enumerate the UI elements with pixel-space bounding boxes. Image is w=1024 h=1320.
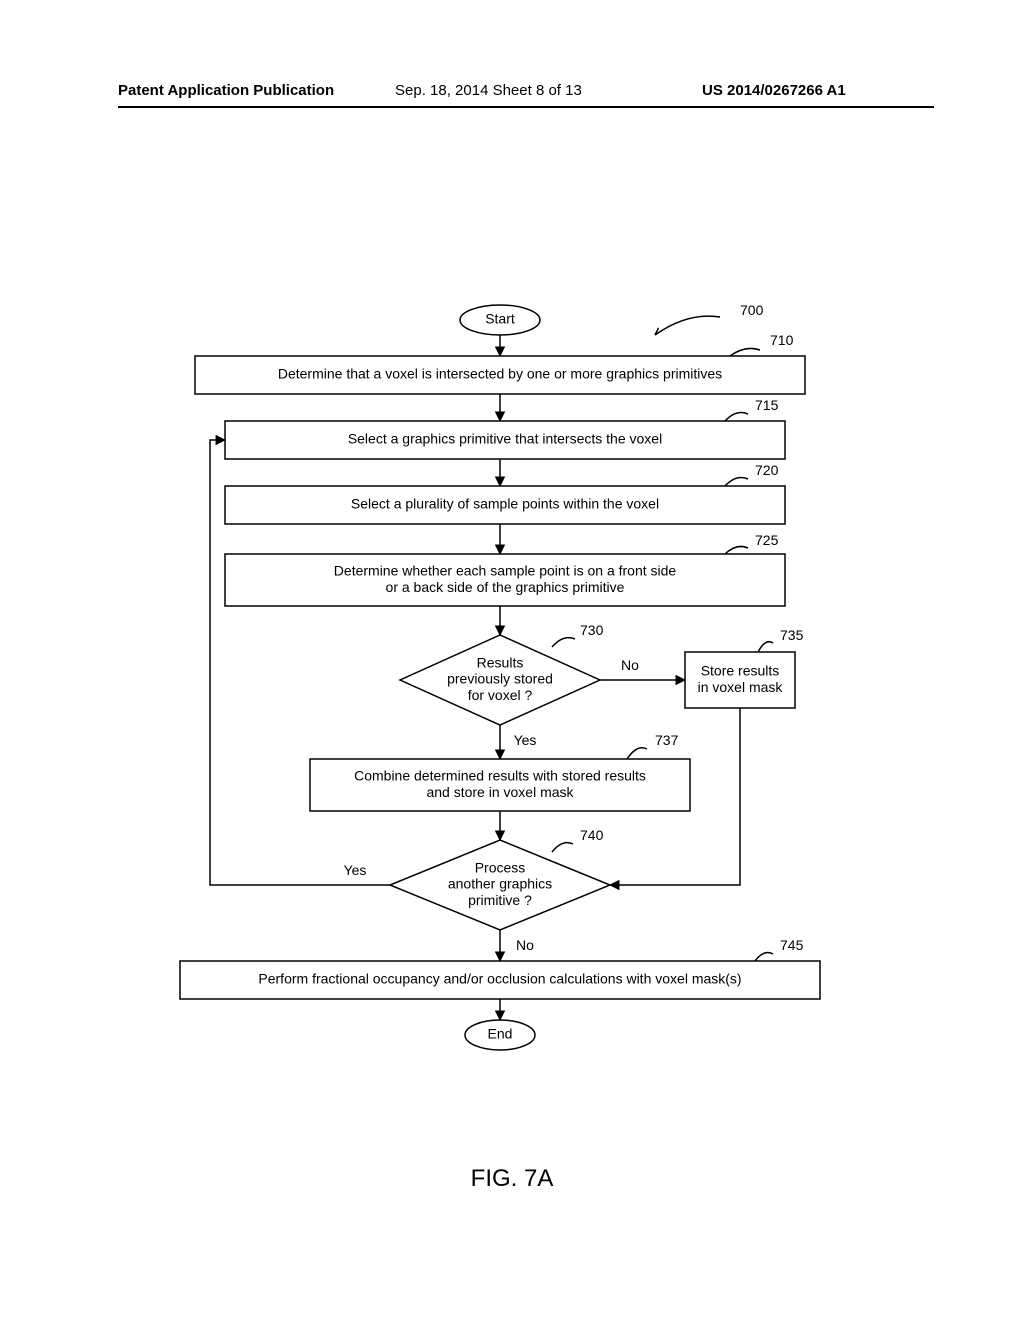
ref-leader-735 bbox=[758, 642, 773, 652]
figure-label: FIG. 7A bbox=[0, 1165, 1024, 1193]
node-text-n737: Combine determined results with stored r… bbox=[354, 768, 646, 784]
header-right-text: US 2014/0267266 A1 bbox=[702, 82, 846, 99]
node-text-n710: Determine that a voxel is intersected by… bbox=[278, 366, 722, 382]
ref-label-700: 700 bbox=[740, 302, 764, 318]
ref-leader-737 bbox=[627, 748, 647, 759]
ref-leader-720 bbox=[725, 478, 748, 486]
page-header: Patent Application Publication Sep. 18, … bbox=[0, 82, 1024, 106]
edge-label-5: No bbox=[621, 657, 639, 673]
node-text-n730: Results bbox=[477, 655, 524, 671]
ref-label-725: 725 bbox=[755, 532, 779, 548]
ref-label-737: 737 bbox=[655, 732, 679, 748]
header-mid-text: Sep. 18, 2014 Sheet 8 of 13 bbox=[395, 82, 582, 99]
ref-label-730: 730 bbox=[580, 622, 604, 638]
node-text-n735: in voxel mask bbox=[698, 679, 784, 695]
edge-label-6: Yes bbox=[514, 732, 537, 748]
header-left-text: Patent Application Publication bbox=[118, 82, 334, 99]
ref-label-745: 745 bbox=[780, 937, 804, 953]
node-text-n720: Select a plurality of sample points with… bbox=[351, 496, 659, 512]
ref-leader-725 bbox=[725, 546, 748, 554]
ref-label-720: 720 bbox=[755, 462, 779, 478]
ref-label-715: 715 bbox=[755, 397, 779, 413]
ref-label-735: 735 bbox=[780, 627, 804, 643]
node-text-n740: Process bbox=[475, 860, 526, 876]
node-text-n730: for voxel ? bbox=[468, 687, 533, 703]
node-text-n715: Select a graphics primitive that interse… bbox=[348, 431, 662, 447]
node-text-n745: Perform fractional occupancy and/or occl… bbox=[258, 971, 741, 987]
edge-label-10: No bbox=[516, 937, 534, 953]
ref-label-710: 710 bbox=[770, 332, 794, 348]
ref-leader-715 bbox=[725, 413, 748, 421]
node-text-n740: another graphics bbox=[448, 876, 552, 892]
ref-leader-700 bbox=[655, 316, 720, 335]
node-text-start: Start bbox=[485, 311, 515, 327]
ref-label-740: 740 bbox=[580, 827, 604, 843]
edge-label-9: Yes bbox=[344, 862, 367, 878]
node-text-n725: or a back side of the graphics primitive bbox=[386, 579, 625, 595]
node-text-n725: Determine whether each sample point is o… bbox=[334, 563, 677, 579]
node-text-n735: Store results bbox=[701, 663, 780, 679]
ref-leader-730 bbox=[552, 638, 575, 647]
flowchart: Start Determine that a voxel is intersect… bbox=[100, 200, 920, 1170]
node-text-n737: and store in voxel mask bbox=[426, 784, 574, 800]
node-text-n740: primitive ? bbox=[468, 892, 532, 908]
page: Patent Application Publication Sep. 18, … bbox=[0, 0, 1024, 1320]
ref-leader-740 bbox=[552, 843, 573, 852]
ref-leader-745 bbox=[755, 953, 773, 961]
node-text-end: End bbox=[488, 1026, 513, 1042]
ref-leader-710 bbox=[730, 348, 760, 356]
header-rule bbox=[118, 106, 934, 108]
node-text-n730: previously stored bbox=[447, 671, 553, 687]
